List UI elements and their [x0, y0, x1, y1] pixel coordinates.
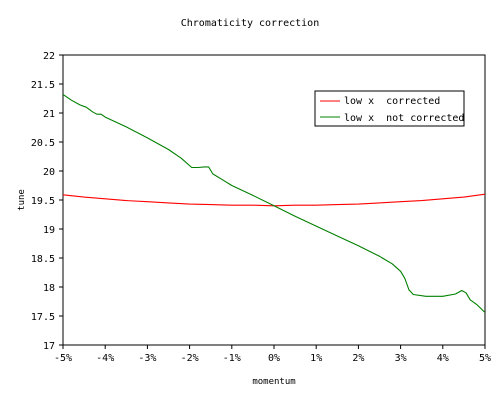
x-tick-label: 3% [395, 353, 407, 364]
y-tick-label: 17.5 [31, 312, 55, 323]
y-tick-label: 20 [43, 167, 55, 178]
legend-box [314, 90, 465, 127]
x-tick-label: 1% [310, 353, 322, 364]
x-tick-label: -5% [54, 353, 72, 364]
x-tick-label: -2% [181, 353, 199, 364]
legend-label-corrected: low x corrected [344, 96, 440, 107]
y-axis-title: tune [17, 189, 27, 211]
series-lines [62, 93, 486, 313]
x-tick-label: 5% [479, 353, 491, 364]
x-tick-label: -4% [96, 353, 114, 364]
legend: low x corrected low x not corrected [314, 90, 465, 127]
y-tick-label: 21.5 [31, 80, 55, 91]
legend-label-not-corrected: low x not corrected [344, 113, 464, 124]
x-tick-label: 4% [437, 353, 449, 364]
series-line-0 [62, 193, 486, 207]
y-tick-label: 18 [43, 283, 55, 294]
y-tick-label: 19 [43, 225, 55, 236]
chart-title: Chromaticity correction [181, 18, 319, 29]
y-tick-label: 17 [43, 341, 55, 352]
y-tick-label: 21 [43, 109, 55, 120]
y-tick-label: 20.5 [31, 138, 55, 149]
x-tick-label: -1% [223, 353, 241, 364]
y-tick-label: 19.5 [31, 196, 55, 207]
axis-ticks: -5% -4% -3% -2% -1% 0% 1% 2% 3% 4% 5% 17 17.5 18 18.5 1… [31, 51, 491, 364]
x-tick-label: 2% [352, 353, 364, 364]
x-axis-title: momentum [252, 377, 295, 387]
x-tick-label: 0% [268, 353, 280, 364]
y-tick-label: 22 [43, 51, 55, 62]
series-line-1 [62, 93, 486, 313]
y-tick-label: 18.5 [31, 254, 55, 265]
x-tick-label: -3% [138, 353, 156, 364]
